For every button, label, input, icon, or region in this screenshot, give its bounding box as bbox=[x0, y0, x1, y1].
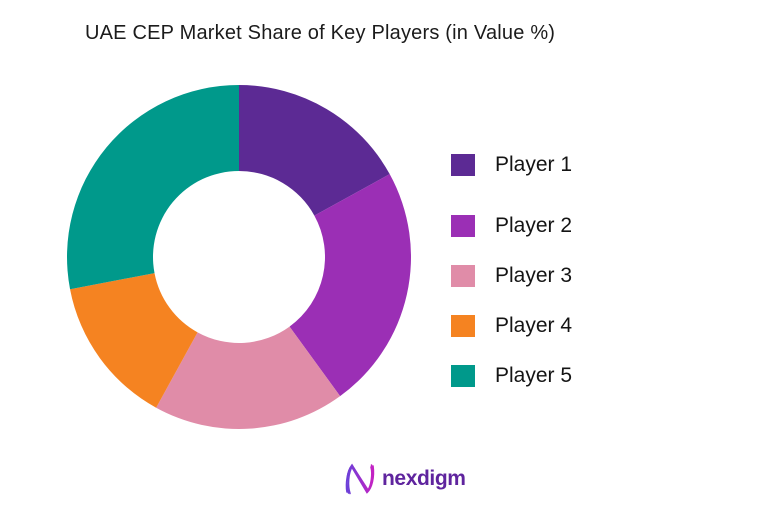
donut-segment-player-2 bbox=[289, 174, 411, 397]
legend-item-player-5: Player 5 bbox=[451, 365, 572, 387]
legend-item-player-2: Player 2 bbox=[451, 215, 572, 237]
legend-item-player-3: Player 3 bbox=[451, 265, 572, 287]
donut-segment-player-1 bbox=[239, 85, 390, 216]
donut-chart-svg bbox=[67, 85, 411, 429]
legend-label: Player 3 bbox=[495, 264, 573, 287]
brand-name: nexdigm bbox=[382, 467, 466, 490]
brand-logo: nexdigm bbox=[344, 461, 466, 497]
chart-title: UAE CEP Market Share of Key Players (in … bbox=[85, 22, 556, 44]
donut-segment-player-5 bbox=[67, 85, 240, 290]
donut-segment-player-3 bbox=[156, 326, 341, 429]
legend-label: Player 4 bbox=[495, 314, 573, 337]
nexdigm-wave-n-icon bbox=[345, 463, 375, 495]
legend-label: Player 1 bbox=[495, 153, 573, 176]
legend-item-player-4: Player 4 bbox=[451, 315, 572, 337]
legend-swatch bbox=[451, 215, 475, 237]
donut-chart bbox=[67, 85, 411, 429]
legend-swatch bbox=[451, 154, 475, 176]
legend-swatch bbox=[451, 265, 475, 287]
legend-label: Player 2 bbox=[495, 214, 573, 237]
legend-swatch bbox=[451, 365, 475, 387]
legend-label: Player 5 bbox=[495, 364, 573, 387]
legend-swatch bbox=[451, 315, 475, 337]
donut-segment-player-4 bbox=[70, 273, 198, 408]
legend-item-player-1: Player 1 bbox=[451, 154, 572, 176]
